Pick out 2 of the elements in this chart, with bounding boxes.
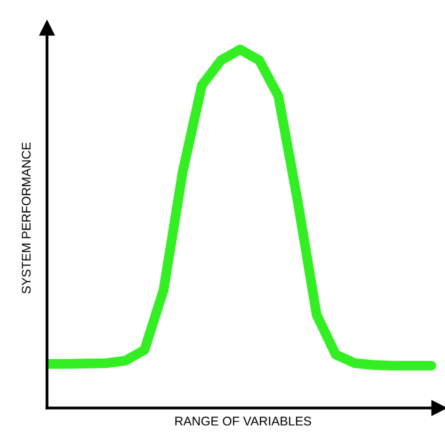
y-axis-title: SYSTEM PERFORMANCE <box>22 142 31 294</box>
x-axis-title: RANGE OF VARIABLES <box>175 416 312 426</box>
